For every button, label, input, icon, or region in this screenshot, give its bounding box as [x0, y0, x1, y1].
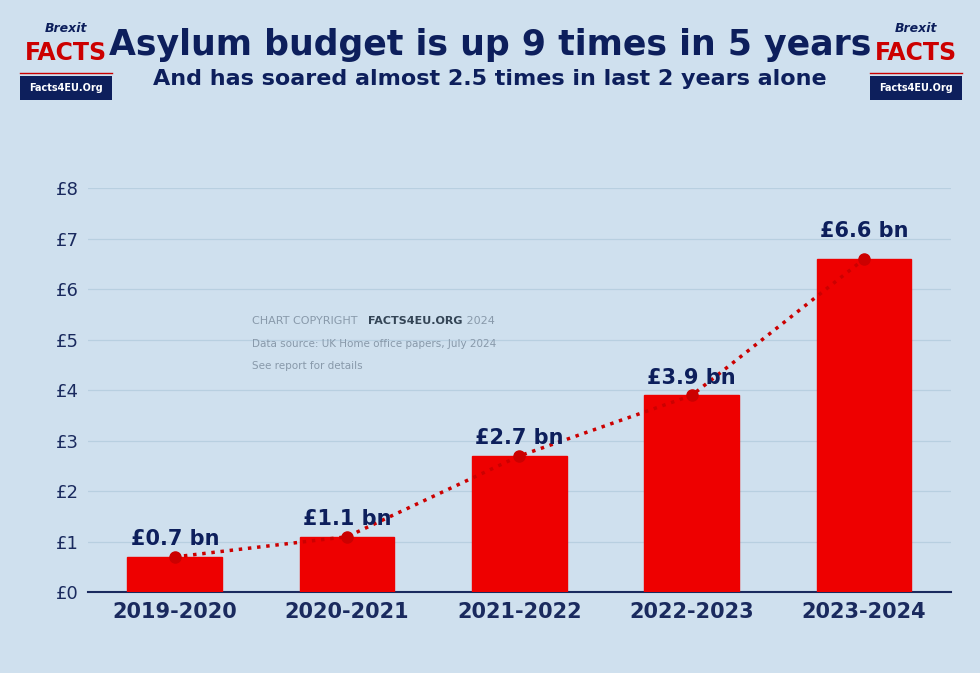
Text: FACTS4EU.ORG: FACTS4EU.ORG [368, 316, 463, 326]
Text: Facts4EU.Org: Facts4EU.Org [29, 83, 103, 92]
Text: FACTS: FACTS [875, 40, 956, 65]
Text: Asylum budget is up 9 times in 5 years: Asylum budget is up 9 times in 5 years [109, 28, 871, 63]
Text: £6.6 bn: £6.6 bn [819, 221, 908, 242]
Text: Brexit: Brexit [45, 22, 87, 36]
Text: Brexit: Brexit [895, 22, 937, 36]
Text: And has soared almost 2.5 times in last 2 years alone: And has soared almost 2.5 times in last … [153, 69, 827, 89]
Bar [472, 456, 566, 592]
Text: CHART COPYRIGHT: CHART COPYRIGHT [252, 316, 365, 326]
Text: £0.7 bn: £0.7 bn [130, 530, 220, 549]
Bar [300, 537, 395, 592]
Text: See report for details: See report for details [252, 361, 363, 371]
Bar [644, 396, 739, 592]
Text: FACTS: FACTS [25, 40, 107, 65]
Text: Facts4EU.Org: Facts4EU.Org [879, 83, 953, 92]
Bar [816, 259, 911, 592]
Text: £2.7 bn: £2.7 bn [475, 429, 564, 448]
FancyBboxPatch shape [869, 76, 962, 100]
Text: Data source: UK Home office papers, July 2024: Data source: UK Home office papers, July… [252, 339, 496, 349]
Bar [127, 557, 222, 592]
Text: £1.1 bn: £1.1 bn [303, 509, 391, 529]
Text: £3.9 bn: £3.9 bn [648, 368, 736, 388]
FancyBboxPatch shape [20, 76, 113, 100]
Text: 2024: 2024 [464, 316, 495, 326]
